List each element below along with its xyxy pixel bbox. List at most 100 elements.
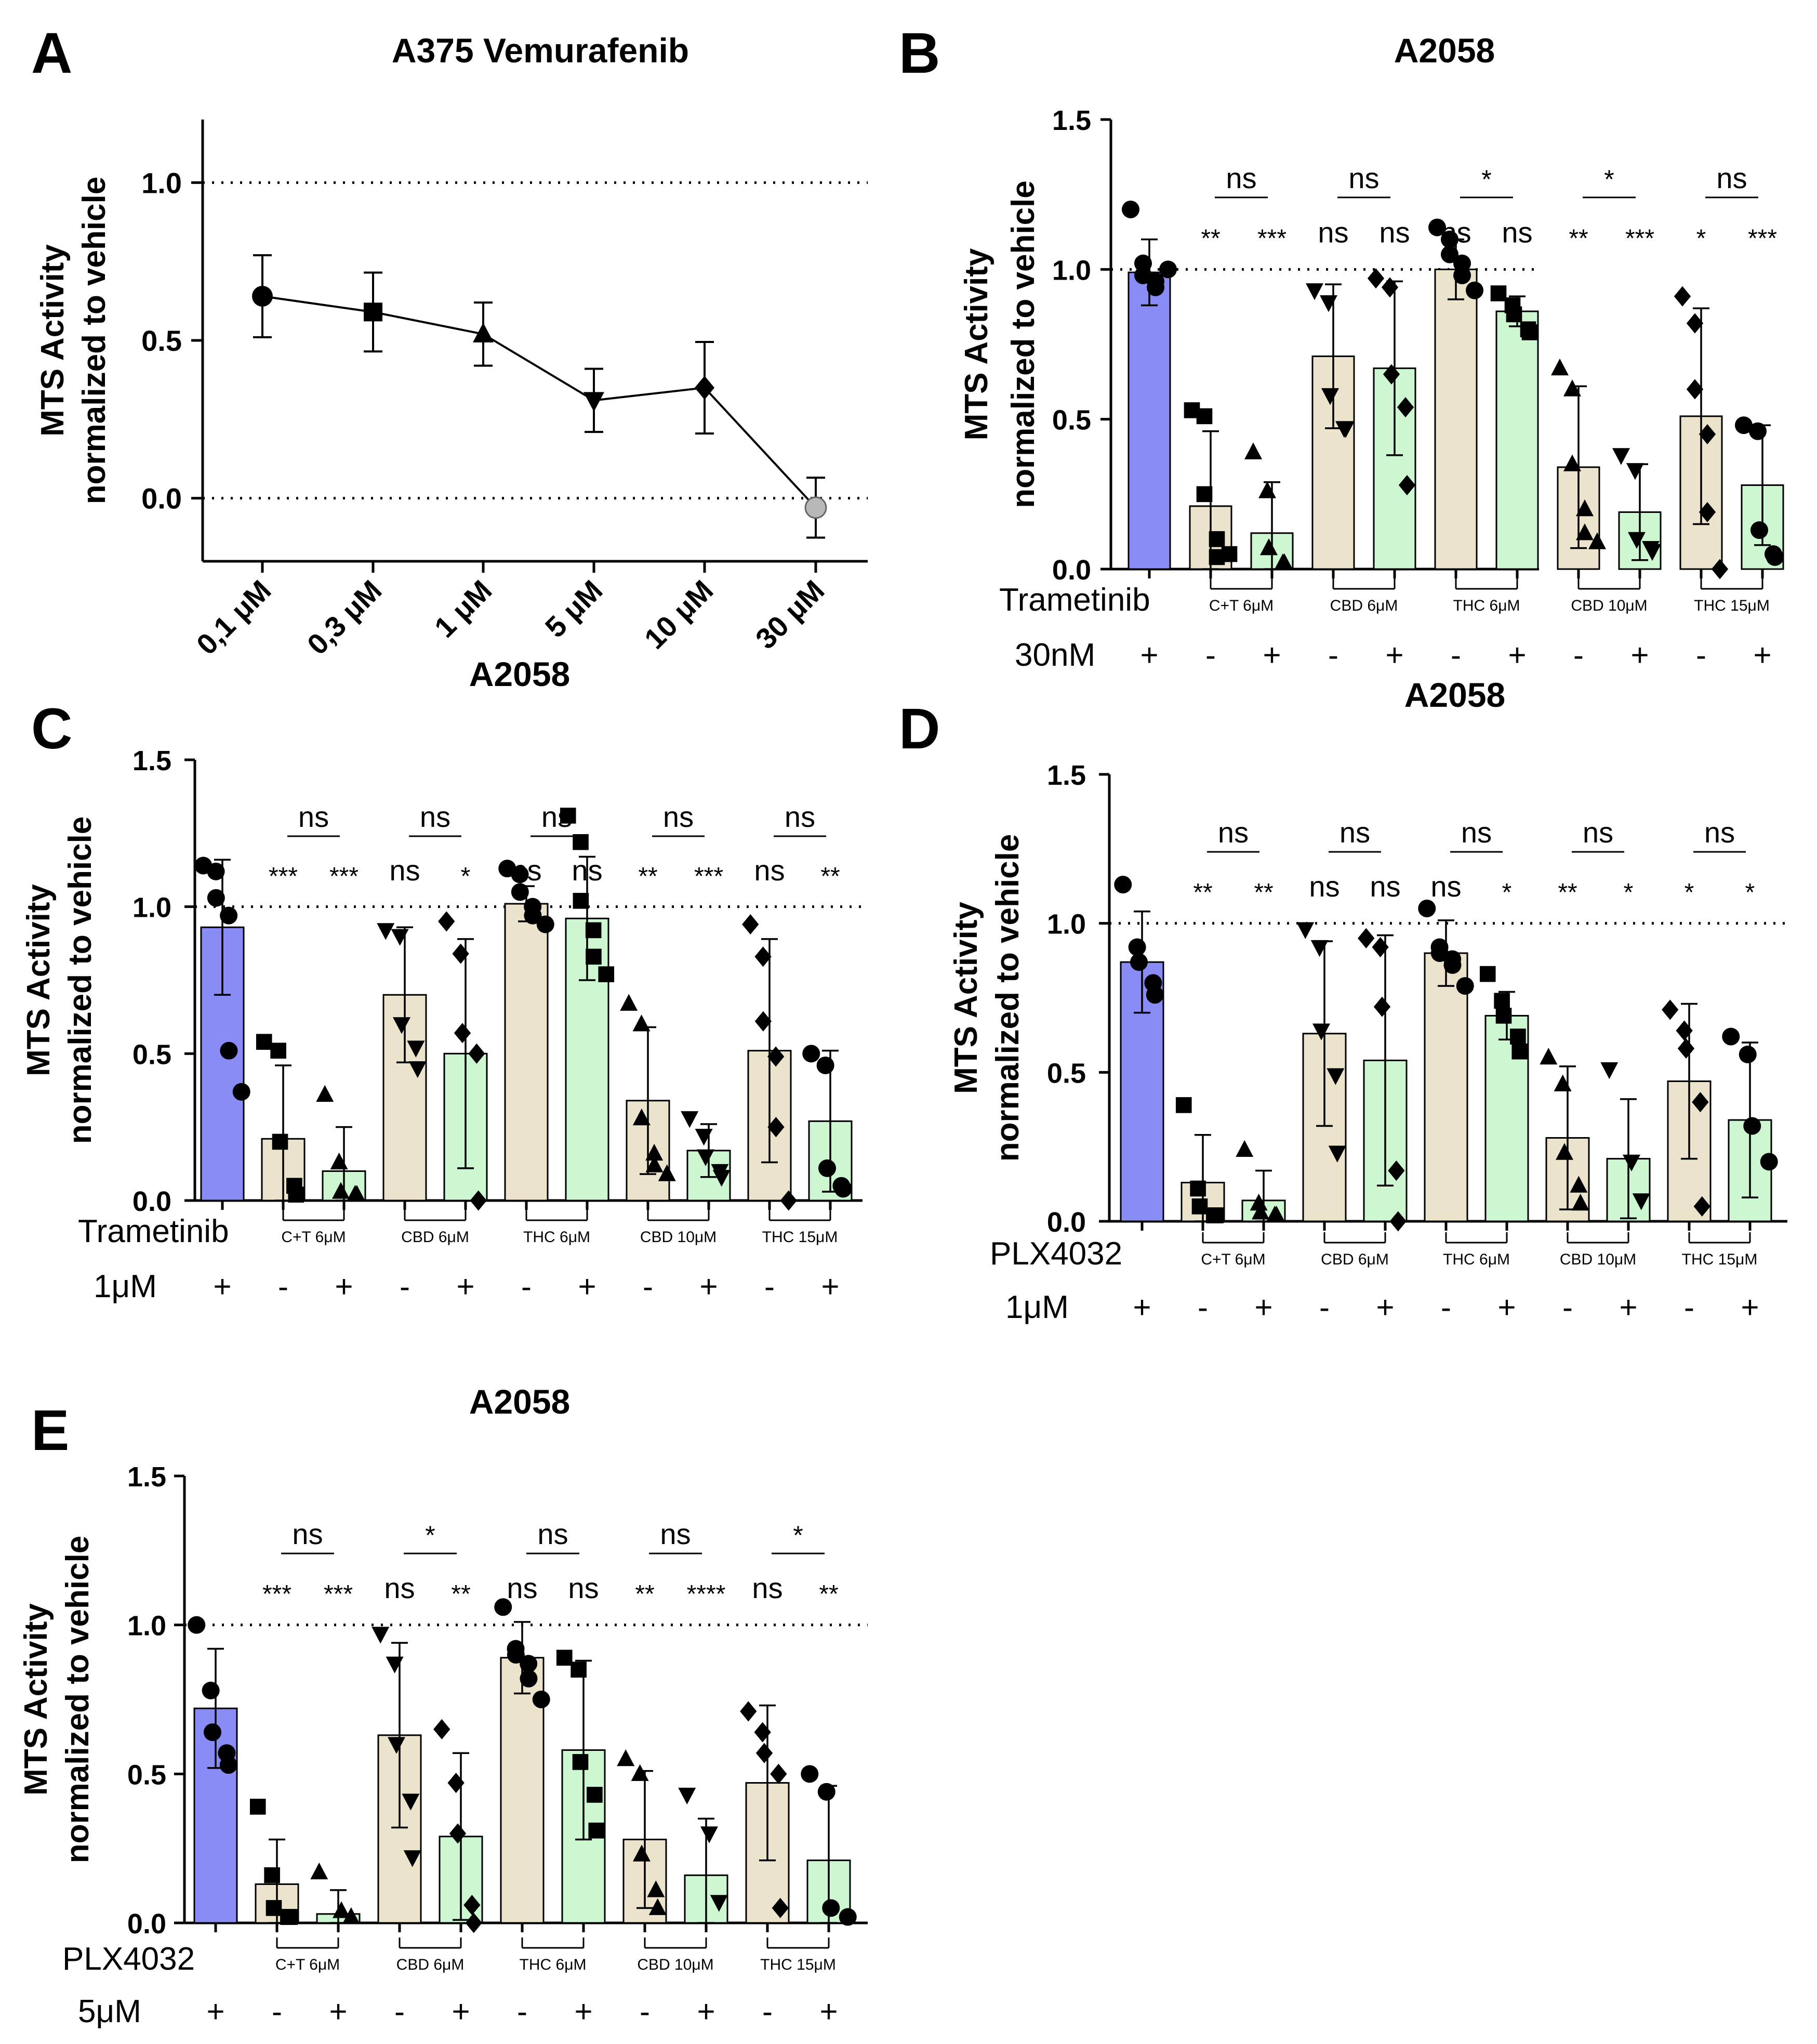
data-point	[767, 1046, 785, 1067]
y-tick-label: 1.0	[127, 1611, 166, 1642]
data-point	[449, 1823, 467, 1844]
data-point	[452, 943, 469, 964]
y-tick-label: 1.5	[1047, 760, 1086, 791]
data-point	[1551, 358, 1569, 376]
treatment-label: PLX4032	[990, 1236, 1122, 1272]
y-axis-label: normalized to vehicle	[76, 177, 112, 505]
data-point	[1749, 422, 1767, 440]
sign-label: -	[1573, 638, 1584, 672]
significance-label: ***	[1625, 225, 1654, 252]
data-point	[1506, 306, 1522, 323]
comparison-label: ns	[660, 1518, 691, 1550]
sign-label: +	[1630, 638, 1649, 672]
data-point	[780, 1190, 797, 1211]
data-point	[511, 883, 529, 901]
data-point	[348, 1184, 366, 1202]
data-point	[1418, 900, 1436, 917]
data-point	[1540, 1047, 1558, 1065]
data-point	[1692, 1092, 1709, 1113]
sign-label: -	[400, 1269, 410, 1304]
data-point	[1632, 1193, 1650, 1210]
data-point	[1699, 502, 1716, 522]
sign-label: +	[1741, 1290, 1759, 1325]
data-point	[767, 1117, 785, 1138]
y-tick-label: 1.5	[1052, 105, 1091, 136]
data-point	[520, 1669, 538, 1687]
data-point	[1626, 463, 1644, 480]
significance-label: **	[451, 1580, 470, 1608]
significance-label: **	[635, 1580, 654, 1608]
sign-label: +	[819, 1994, 838, 2029]
data-point	[364, 302, 382, 322]
data-point	[264, 1867, 280, 1883]
data-point	[1250, 1193, 1268, 1211]
data-point	[1159, 260, 1177, 279]
y-tick-label: 1.0	[141, 166, 182, 199]
data-point	[834, 1180, 852, 1198]
bar	[1128, 271, 1171, 570]
sign-label: -	[1328, 638, 1338, 672]
data-point	[391, 929, 409, 946]
data-point	[585, 922, 602, 939]
sign-label: +	[578, 1269, 596, 1304]
data-point	[754, 1011, 772, 1032]
data-point	[1221, 546, 1238, 562]
data-point	[1563, 454, 1581, 471]
sign-label: +	[213, 1269, 231, 1304]
significance-label: ***	[1257, 225, 1287, 252]
series-line	[262, 295, 817, 509]
significance-label: ns	[1430, 870, 1461, 903]
y-tick-label: 0.0	[127, 1908, 166, 1940]
data-point	[1443, 956, 1462, 974]
bar	[504, 903, 549, 1202]
significance-label: *	[1745, 879, 1755, 906]
y-tick-label: 0.5	[141, 324, 182, 357]
group-label: THC 6μM	[1443, 1251, 1510, 1268]
y-axis-label: normalized to vehicle	[62, 816, 98, 1144]
data-point	[770, 1763, 787, 1784]
comparison-label: ns	[292, 1518, 323, 1550]
data-point	[1358, 928, 1375, 948]
group-label: THC 15μM	[760, 1956, 836, 1973]
data-point	[1398, 474, 1416, 496]
significance-label: *	[461, 863, 471, 890]
data-point	[1677, 1038, 1695, 1059]
data-point	[1676, 1020, 1693, 1041]
data-point	[1208, 1207, 1224, 1223]
data-point	[818, 1159, 836, 1177]
sign-label: +	[329, 1994, 347, 2029]
group-label: CBD 6μM	[401, 1229, 469, 1246]
data-point	[1337, 421, 1355, 438]
data-point	[1196, 486, 1213, 503]
significance-label: ns	[1318, 216, 1348, 248]
chart-title: A2058	[1404, 676, 1506, 714]
data-point	[1306, 283, 1323, 300]
data-point	[1328, 1145, 1346, 1163]
data-point	[1466, 281, 1483, 299]
comparison-label: ns	[1583, 816, 1613, 849]
data-point	[536, 915, 554, 933]
data-point	[695, 376, 714, 400]
data-point	[1743, 1117, 1761, 1135]
data-point	[1600, 1062, 1619, 1079]
treatment-label: Trametinib	[78, 1214, 229, 1249]
group-label: CBD 10μM	[1560, 1251, 1636, 1268]
data-point	[463, 1895, 481, 1916]
sign-label: +	[1254, 1290, 1272, 1325]
x-tick-label: 0,1 μM	[190, 574, 277, 661]
data-point	[1722, 1027, 1740, 1046]
sign-label: -	[643, 1269, 653, 1304]
sign-label: +	[456, 1269, 474, 1304]
data-point	[1146, 986, 1164, 1004]
data-point	[256, 1034, 272, 1050]
data-point	[1260, 538, 1278, 556]
significance-label: ***	[269, 863, 298, 890]
panel-letter: A	[31, 21, 72, 85]
data-point	[1711, 559, 1729, 579]
group-label: CBD 6μM	[1330, 597, 1398, 614]
x-tick-label: 30 μM	[749, 574, 831, 655]
sign-label: +	[697, 1994, 715, 2029]
data-point	[1556, 1143, 1573, 1160]
data-point	[207, 862, 225, 880]
